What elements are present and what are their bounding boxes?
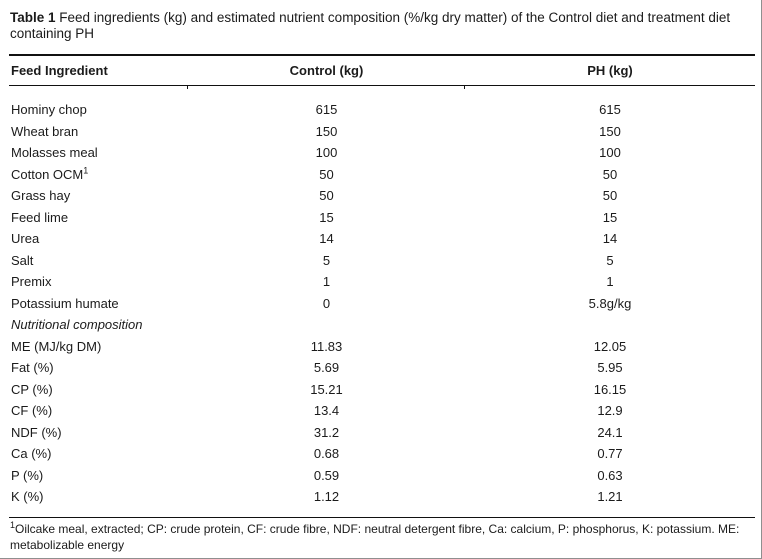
table-row: CF (%) 13.4 12.9 (9, 400, 755, 422)
control-cell: 615 (315, 102, 338, 117)
table-row: Salt 5 5 (9, 250, 755, 272)
table-row: Grass hay 50 50 (9, 185, 755, 207)
table-row: ME (MJ/kg DM) 11.83 12.05 (9, 336, 755, 358)
table-footnote: 1Oilcake meal, extracted; CP: crude prot… (10, 519, 756, 553)
ingredient-cell: ME (MJ/kg DM) (11, 338, 102, 354)
table-row: Fat (%) 5.69 5.95 (9, 357, 755, 379)
table-row: P (%) 0.59 0.63 (9, 465, 755, 487)
control-cell: 1 (322, 274, 331, 289)
table-row: CP (%) 15.21 16.15 (9, 379, 755, 401)
table-row: Urea 14 14 (9, 228, 755, 250)
ph-cell: 12.05 (593, 338, 627, 354)
ingredient-cell: Molasses meal (11, 145, 98, 160)
control-cell: 100 (315, 145, 338, 160)
footnote-marker: 1 (83, 165, 89, 176)
table-row: Premix 1 1 (9, 271, 755, 293)
ph-cell: 12.9 (597, 403, 623, 418)
control-cell: 50 (319, 188, 334, 203)
control-cell: 31.2 (313, 424, 340, 440)
control-cell: 0 (322, 295, 331, 311)
ph-cell: 150 (599, 123, 621, 139)
ingredient-cell: Fat (%) (11, 360, 54, 375)
table-row: Hominy chop 615 615 (9, 99, 755, 121)
ingredient-cell: Cotton OCM1 (9, 164, 188, 186)
ingredient-cell: Urea (11, 231, 40, 246)
ingredient-cell: Wheat bran (11, 123, 79, 139)
ph-cell: 50 (602, 166, 618, 182)
ph-cell: 1 (606, 274, 614, 289)
ph-cell: 24.1 (597, 424, 623, 440)
ph-cell: 0.63 (597, 467, 623, 483)
col-header-ph: PH (kg) (464, 55, 755, 88)
spacer-row (9, 86, 755, 100)
control-cell: 15 (319, 209, 334, 225)
control-cell: 5 (322, 252, 331, 268)
control-cell: 150 (315, 123, 338, 139)
table-row: K (%) 1.12 1.21 (9, 486, 755, 508)
col-header-feed-ingredient: Feed Ingredient (9, 55, 188, 86)
footnote-marker: 1 (10, 519, 16, 530)
spacer-row (9, 508, 755, 518)
control-cell: 11.83 (310, 338, 343, 354)
ingredient-cell: CP (%) (11, 381, 53, 397)
ph-cell: 14 (602, 231, 618, 246)
ph-cell: 5.95 (597, 360, 623, 375)
header-row: Feed Ingredient Control (kg) PH (kg) (9, 55, 755, 88)
ingredient-cell: K (%) (11, 489, 44, 504)
ingredient-cell: Ca (%) (11, 446, 52, 461)
ph-cell: 50 (602, 188, 618, 203)
ingredient-cell: Potassium humate (11, 295, 119, 311)
ingredient-cell: P (%) (11, 467, 44, 483)
table-row: Potassium humate 0 5.8g/kg (9, 293, 755, 315)
control-cell: 1.12 (313, 489, 340, 504)
ph-cell: 100 (599, 145, 621, 160)
ph-cell: 5.8g/kg (588, 295, 632, 311)
ph-cell: 15 (602, 209, 618, 225)
ingredient-cell: Hominy chop (11, 102, 87, 117)
table-caption-text: Feed ingredients (kg) and estimated nutr… (10, 10, 731, 41)
ph-cell: 615 (599, 102, 621, 117)
ingredient-cell: Premix (11, 274, 52, 289)
control-cell: 0.68 (313, 446, 340, 461)
table-row: Feed lime 15 15 (9, 207, 755, 229)
feed-ingredient-table: Feed Ingredient Control (kg) PH (kg) Hom… (9, 54, 755, 518)
table-row: Wheat bran 150 150 (9, 121, 755, 143)
control-cell: 50 (319, 166, 334, 182)
ingredient-cell: Feed lime (11, 209, 69, 225)
ph-cell: 5 (606, 252, 614, 268)
footnote-text: Oilcake meal, extracted; CP: crude prote… (10, 521, 740, 552)
ingredient-cell: Salt (11, 252, 34, 268)
ingredient-cell: CF (%) (11, 403, 53, 418)
table-caption-label: Table 1 (10, 10, 56, 25)
ingredient-cell: Grass hay (11, 188, 71, 203)
control-cell: 0.59 (313, 467, 340, 483)
col-header-control: Control (kg) (187, 55, 465, 88)
ph-cell: 1.21 (597, 489, 623, 504)
control-cell: 14 (319, 231, 334, 246)
section-label: Nutritional composition (11, 317, 143, 332)
control-cell: 13.4 (313, 403, 340, 418)
control-cell: 5.69 (313, 360, 340, 375)
ingredient-text: Cotton OCM (11, 166, 84, 182)
table-row: Cotton OCM1 50 50 (9, 164, 755, 186)
control-cell: 15.21 (310, 381, 343, 397)
ph-cell: 0.77 (597, 446, 623, 461)
table-caption: Table 1 Feed ingredients (kg) and estima… (10, 10, 754, 42)
table-row: Ca (%) 0.68 0.77 (9, 443, 755, 465)
table-row: Molasses meal 100 100 (9, 142, 755, 164)
table-row: NDF (%) 31.2 24.1 (9, 422, 755, 444)
ingredient-cell: NDF (%) (11, 424, 62, 440)
ph-cell: 16.15 (593, 381, 627, 397)
section-row-nutritional-composition: Nutritional composition (9, 314, 755, 336)
